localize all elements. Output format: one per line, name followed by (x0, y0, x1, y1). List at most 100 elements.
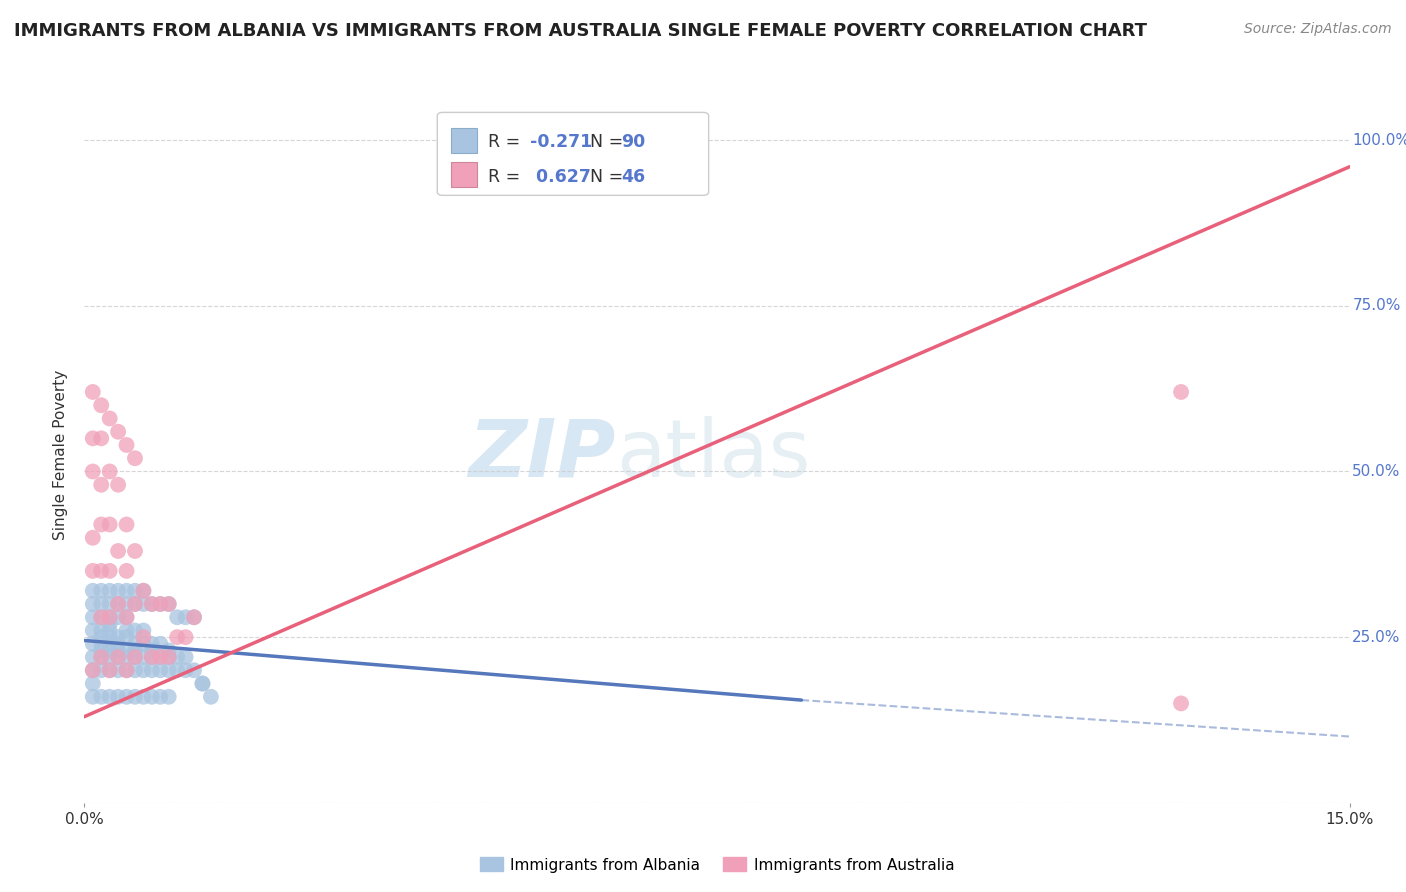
Point (90, 650, 112, 665)
Point (82, 465, 104, 479)
Point (90, 517, 112, 532)
Point (82, 637, 104, 651)
Point (98, 465, 121, 479)
Point (90, 663, 112, 677)
Text: 75.0%: 75.0% (1353, 298, 1400, 313)
Point (132, 650, 155, 665)
Point (132, 663, 155, 677)
Point (115, 597, 138, 611)
Point (149, 663, 172, 677)
Point (157, 650, 180, 665)
Point (98, 643, 121, 657)
Point (124, 597, 146, 611)
Point (115, 624, 138, 638)
Point (107, 690, 129, 704)
Point (90, 637, 112, 651)
Point (115, 663, 138, 677)
Point (149, 637, 172, 651)
Text: Source: ZipAtlas.com: Source: ZipAtlas.com (1244, 22, 1392, 37)
Point (124, 624, 146, 638)
Point (115, 643, 138, 657)
Point (166, 650, 188, 665)
Point (107, 544, 129, 558)
Point (107, 630, 129, 644)
Point (141, 663, 163, 677)
Point (98, 616, 121, 631)
Point (166, 663, 188, 677)
Point (115, 583, 138, 598)
Point (124, 597, 146, 611)
Point (166, 630, 188, 644)
Point (183, 610, 205, 624)
Text: R =: R = (488, 168, 526, 186)
Point (82, 676, 104, 690)
Point (124, 650, 146, 665)
Point (82, 650, 104, 665)
Text: 50.0%: 50.0% (1353, 464, 1400, 479)
Point (200, 690, 222, 704)
Point (98, 663, 121, 677)
Text: 46: 46 (621, 168, 645, 186)
Point (82, 384, 104, 399)
Point (82, 431, 104, 445)
Text: 25.0%: 25.0% (1353, 630, 1400, 645)
Text: N =: N = (579, 134, 628, 152)
Point (82, 597, 104, 611)
Point (132, 583, 155, 598)
Point (149, 650, 172, 665)
Point (174, 610, 197, 624)
Point (107, 597, 129, 611)
Point (124, 650, 146, 665)
Text: N =: N = (579, 168, 628, 186)
Point (174, 650, 197, 665)
Point (107, 643, 129, 657)
Point (157, 690, 180, 704)
Point (82, 610, 104, 624)
Point (124, 663, 146, 677)
Point (149, 650, 172, 665)
Point (115, 630, 138, 644)
Point (98, 517, 121, 532)
Point (149, 597, 172, 611)
Point (141, 650, 163, 665)
Point (157, 650, 180, 665)
Point (107, 637, 129, 651)
Point (115, 610, 138, 624)
Point (98, 564, 121, 578)
Point (98, 624, 121, 638)
Point (115, 610, 138, 624)
Point (82, 663, 104, 677)
Point (107, 650, 129, 665)
Text: IMMIGRANTS FROM ALBANIA VS IMMIGRANTS FROM AUSTRALIA SINGLE FEMALE POVERTY CORRE: IMMIGRANTS FROM ALBANIA VS IMMIGRANTS FR… (14, 22, 1147, 40)
Point (124, 690, 146, 704)
Point (132, 630, 155, 644)
Text: R =: R = (488, 134, 526, 152)
Point (90, 610, 112, 624)
Point (98, 583, 121, 598)
Point (90, 398, 112, 412)
Point (141, 643, 163, 657)
Point (149, 597, 172, 611)
Point (141, 597, 163, 611)
Point (90, 597, 112, 611)
Text: 0.627: 0.627 (530, 168, 591, 186)
Point (124, 637, 146, 651)
Point (98, 610, 121, 624)
Point (107, 663, 129, 677)
Point (90, 431, 112, 445)
Point (115, 650, 138, 665)
Point (98, 663, 121, 677)
Point (141, 690, 163, 704)
Text: -0.271: -0.271 (530, 134, 592, 152)
Point (98, 411, 121, 425)
Point (107, 425, 129, 439)
Point (141, 650, 163, 665)
Point (157, 663, 180, 677)
Point (107, 583, 129, 598)
Point (132, 690, 155, 704)
Point (107, 650, 129, 665)
Point (90, 624, 112, 638)
Point (98, 690, 121, 704)
Point (124, 544, 146, 558)
Point (82, 663, 104, 677)
